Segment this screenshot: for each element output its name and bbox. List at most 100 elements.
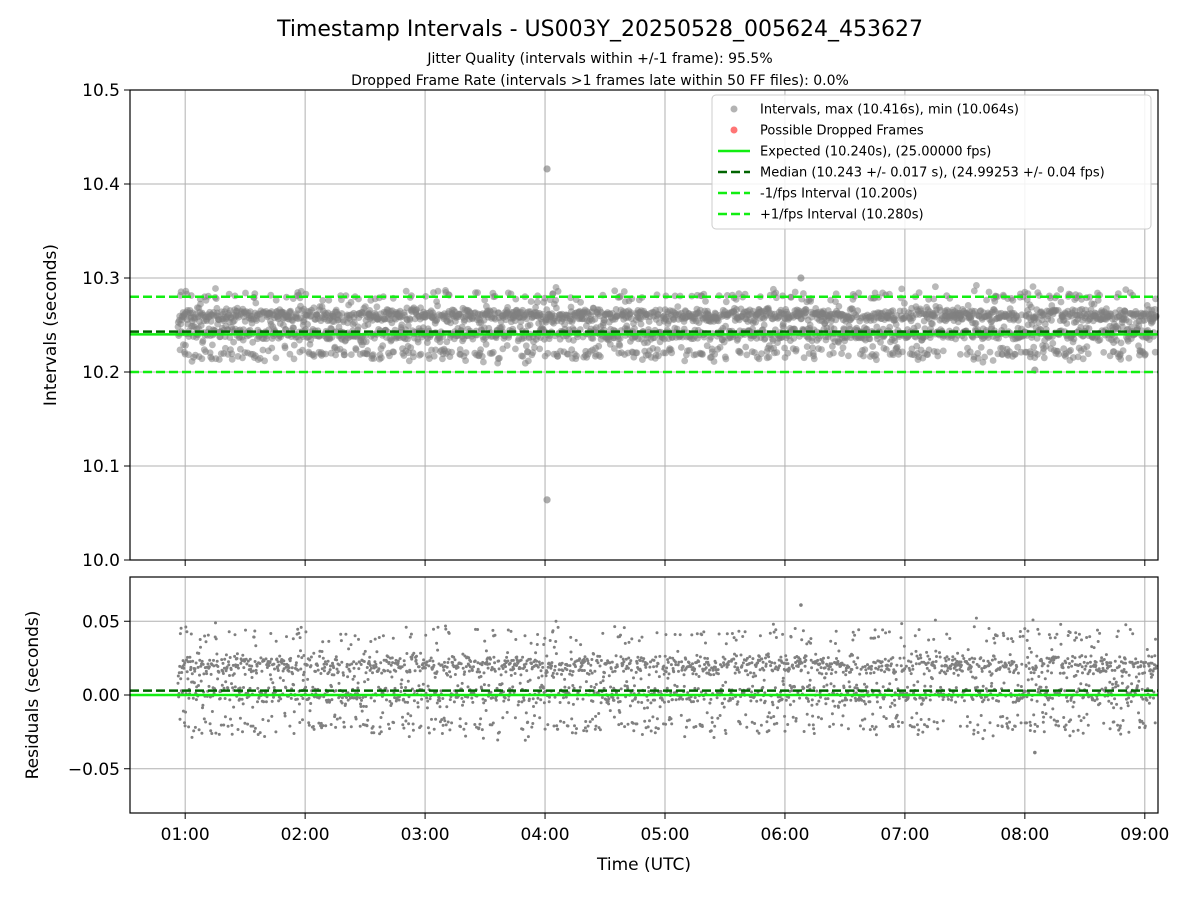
residual-point <box>404 686 408 689</box>
residual-point <box>731 697 735 700</box>
interval-point <box>252 299 260 307</box>
residual-point <box>571 702 575 706</box>
interval-point <box>791 288 799 296</box>
residual-point <box>515 655 519 659</box>
residual-point <box>184 710 187 714</box>
residual-point <box>359 702 362 706</box>
residual-point <box>475 670 479 674</box>
residual-point <box>207 665 211 669</box>
residual-point <box>389 663 393 667</box>
residual-point <box>625 680 629 684</box>
residual-point <box>307 696 311 700</box>
residual-point <box>335 667 339 671</box>
legend-label-minus-fps: -1/fps Interval (10.200s) <box>760 187 917 202</box>
residual-point <box>861 665 865 669</box>
residual-point <box>321 724 325 728</box>
residual-point <box>412 651 416 655</box>
residual-point <box>297 702 301 706</box>
residual-point <box>781 679 785 683</box>
residual-point <box>622 626 626 630</box>
residual-point <box>308 658 312 662</box>
intervals-axes-frame <box>129 89 1159 561</box>
residual-point <box>801 629 805 633</box>
residual-point <box>387 661 391 664</box>
residual-point <box>869 671 873 675</box>
residual-point <box>255 671 258 675</box>
residual-point <box>762 668 766 672</box>
residual-point <box>723 728 727 732</box>
residual-point <box>860 718 864 722</box>
residual-point <box>528 678 532 682</box>
interval-point <box>780 324 787 332</box>
residual-point <box>568 669 572 673</box>
residual-point <box>598 664 602 668</box>
residual-point <box>327 639 331 643</box>
residual-point <box>496 738 500 742</box>
residual-point <box>288 659 292 663</box>
residual-point <box>586 661 590 665</box>
residual-point <box>312 727 316 731</box>
interval-point <box>379 342 387 350</box>
interval-point <box>561 321 568 328</box>
residual-point <box>184 625 188 629</box>
residual-point <box>706 657 709 660</box>
residual-point <box>775 721 779 725</box>
residual-point <box>325 662 329 666</box>
residual-point <box>449 675 453 679</box>
residual-point <box>632 676 635 680</box>
residual-point <box>228 698 232 702</box>
residual-point <box>622 660 626 664</box>
residual-point <box>230 682 233 686</box>
interval-point <box>781 344 788 352</box>
residual-point <box>659 689 663 693</box>
residual-point <box>191 696 195 700</box>
residual-point <box>203 634 207 638</box>
residual-point <box>764 664 768 668</box>
residual-point <box>847 665 851 669</box>
residual-point <box>220 683 224 687</box>
residual-point <box>511 685 515 689</box>
residual-point <box>426 684 430 688</box>
residuals-panel: −0.050.000.05 01:00 02:00 03:00 04:00 05:00 0… <box>23 576 1169 875</box>
residual-point <box>232 672 236 676</box>
residual-point <box>851 638 855 642</box>
residual-point <box>438 705 442 709</box>
residual-point <box>682 673 686 677</box>
residual-point <box>688 698 692 702</box>
residual-point <box>352 660 356 664</box>
residual-point <box>261 718 265 721</box>
residual-point <box>368 655 372 659</box>
interval-point <box>430 352 438 360</box>
interval-point <box>258 315 266 323</box>
residual-point <box>597 712 601 715</box>
residual-point <box>598 654 602 658</box>
residual-point <box>830 668 834 672</box>
residual-point <box>686 691 690 695</box>
residual-point <box>745 656 749 660</box>
residual-point <box>606 659 610 663</box>
residual-point <box>642 706 646 710</box>
interval-point <box>489 348 497 356</box>
residual-point <box>222 666 226 670</box>
residual-point <box>652 665 656 669</box>
residual-point <box>456 665 460 669</box>
residual-point <box>274 730 278 734</box>
residual-point <box>470 696 474 700</box>
residual-point <box>842 686 846 690</box>
residual-point <box>443 660 446 664</box>
interval-point <box>970 287 978 295</box>
legend: Intervals, max (10.416s), min (10.064s) … <box>711 94 1152 230</box>
residual-point <box>282 662 286 666</box>
residual-point <box>827 667 831 671</box>
residual-point <box>309 664 313 668</box>
residual-point <box>262 700 266 704</box>
residual-point <box>634 696 637 700</box>
residual-point <box>471 700 475 704</box>
residual-point <box>674 660 677 664</box>
residual-point <box>297 631 301 635</box>
residual-point <box>428 659 432 663</box>
residual-point <box>736 668 740 672</box>
residual-point <box>491 721 495 725</box>
residual-point <box>693 667 697 671</box>
interval-point <box>1029 283 1037 290</box>
